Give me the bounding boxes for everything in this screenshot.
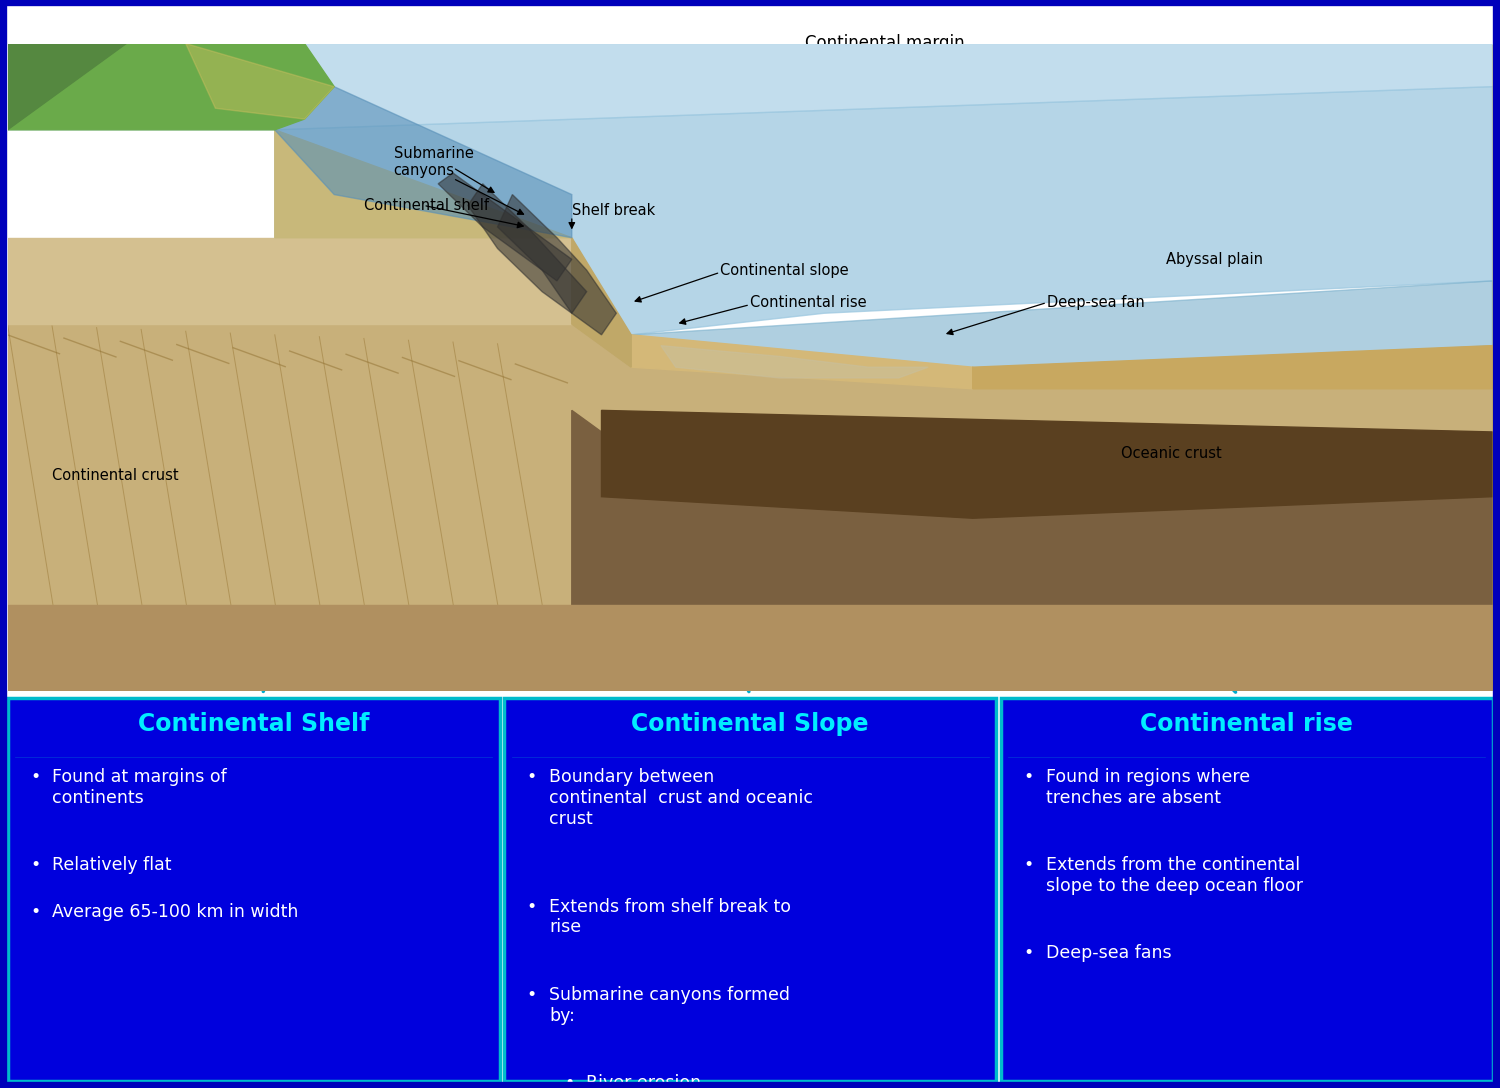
Polygon shape xyxy=(438,173,572,281)
Polygon shape xyxy=(8,324,1492,691)
Text: Average 65-100 km in width: Average 65-100 km in width xyxy=(53,903,298,922)
Polygon shape xyxy=(8,44,1492,129)
Text: Found at margins of
continents: Found at margins of continents xyxy=(53,768,228,807)
Text: Continental slope: Continental slope xyxy=(720,262,849,277)
Text: Continental rise: Continental rise xyxy=(1140,712,1353,735)
Polygon shape xyxy=(572,410,1492,691)
Polygon shape xyxy=(8,238,572,324)
Text: Deep-sea fans: Deep-sea fans xyxy=(1046,944,1172,963)
Text: •: • xyxy=(526,898,537,916)
Polygon shape xyxy=(632,335,972,388)
Polygon shape xyxy=(972,346,1492,388)
Text: River erosion: River erosion xyxy=(586,1074,702,1088)
Polygon shape xyxy=(602,410,1492,518)
Polygon shape xyxy=(274,87,1492,335)
Text: Continental margin: Continental margin xyxy=(806,34,964,52)
Text: Extends from shelf break to
rise: Extends from shelf break to rise xyxy=(549,898,790,937)
Text: Oceanic crust: Oceanic crust xyxy=(1120,446,1222,461)
Text: •: • xyxy=(1023,856,1034,875)
Polygon shape xyxy=(186,44,334,119)
FancyBboxPatch shape xyxy=(1000,698,1492,1081)
Text: Relatively flat: Relatively flat xyxy=(53,856,172,875)
Text: Continental shelf: Continental shelf xyxy=(364,198,489,213)
Polygon shape xyxy=(274,129,572,238)
Text: Continental crust: Continental crust xyxy=(53,468,178,483)
Polygon shape xyxy=(662,346,928,378)
Text: Shelf break: Shelf break xyxy=(572,203,656,219)
Text: •: • xyxy=(526,986,537,1004)
Polygon shape xyxy=(468,184,586,313)
Polygon shape xyxy=(8,44,334,129)
Text: Submarine
canyons: Submarine canyons xyxy=(393,146,474,178)
Text: •: • xyxy=(30,768,40,787)
Polygon shape xyxy=(498,195,616,335)
Text: Continental Slope: Continental Slope xyxy=(632,712,868,735)
Polygon shape xyxy=(8,44,126,129)
Text: •: • xyxy=(30,903,40,922)
Text: •: • xyxy=(526,768,537,787)
Text: •: • xyxy=(30,856,40,875)
Text: Extends from the continental
slope to the deep ocean floor: Extends from the continental slope to th… xyxy=(1046,856,1302,895)
Text: Abyssal plain: Abyssal plain xyxy=(1166,251,1263,267)
Text: •: • xyxy=(564,1074,574,1088)
Polygon shape xyxy=(572,238,632,368)
Polygon shape xyxy=(8,605,1492,691)
Text: Deep-sea fan: Deep-sea fan xyxy=(1047,295,1144,310)
Text: Continental Shelf: Continental Shelf xyxy=(138,712,369,735)
FancyBboxPatch shape xyxy=(504,698,996,1081)
Polygon shape xyxy=(8,44,1492,281)
Polygon shape xyxy=(274,87,572,238)
FancyBboxPatch shape xyxy=(8,698,500,1081)
Polygon shape xyxy=(632,281,1492,378)
Text: •: • xyxy=(1023,944,1034,963)
Text: •: • xyxy=(1023,768,1034,787)
Text: Submarine canyons formed
by:: Submarine canyons formed by: xyxy=(549,986,790,1025)
Text: Boundary between
continental  crust and oceanic
crust: Boundary between continental crust and o… xyxy=(549,768,813,828)
Text: Continental rise: Continental rise xyxy=(750,295,867,310)
Text: Found in regions where
trenches are absent: Found in regions where trenches are abse… xyxy=(1046,768,1250,807)
